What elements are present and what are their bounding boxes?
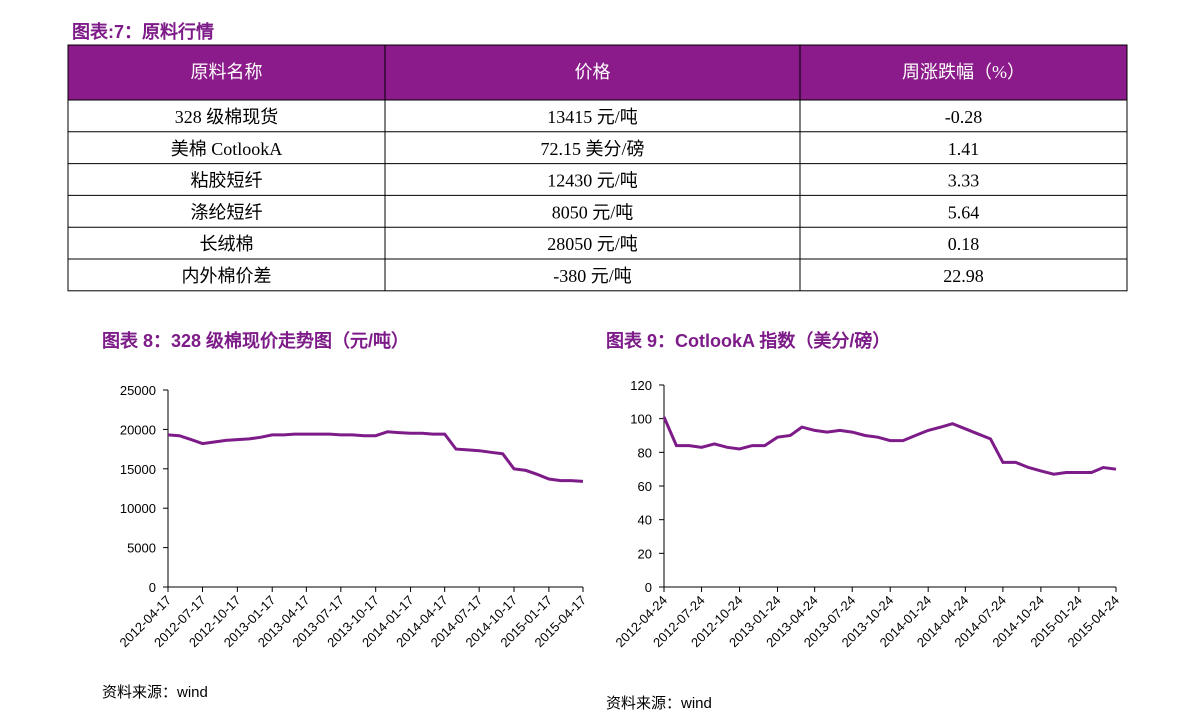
y-tick-label: 0 bbox=[645, 580, 652, 595]
table-cell: 3.33 bbox=[948, 171, 980, 191]
y-tick-label: 120 bbox=[630, 378, 652, 393]
table-cell: 328 级棉现货 bbox=[175, 107, 279, 127]
table-cell: 0.18 bbox=[948, 234, 980, 254]
chart-title: 图表 9：CotlookA 指数（美分/磅） bbox=[606, 330, 890, 351]
y-tick-label: 5000 bbox=[127, 541, 156, 556]
table-cell: 1.41 bbox=[948, 139, 980, 159]
y-tick-label: 0 bbox=[149, 580, 156, 595]
table-cell: 涤纶短纤 bbox=[191, 202, 263, 222]
data-line bbox=[662, 416, 1117, 476]
table-cell: 8050 元/吨 bbox=[552, 202, 634, 222]
y-tick-label: 20000 bbox=[120, 422, 156, 437]
chart-title: 图表 8：328 级棉现价走势图（元/吨） bbox=[102, 330, 409, 351]
y-tick-label: 25000 bbox=[120, 383, 156, 398]
table-cell: 内外棉价差 bbox=[182, 266, 272, 286]
table-cell: 72.15 美分/磅 bbox=[540, 139, 644, 159]
source: 资料来源：wind bbox=[606, 695, 712, 712]
table-border bbox=[67, 44, 1128, 292]
table-cell: 粘胶短纤 bbox=[191, 171, 263, 191]
y-tick-label: 100 bbox=[630, 412, 652, 427]
table-header-cell: 原料名称 bbox=[191, 62, 263, 82]
table-cell: 22.98 bbox=[943, 266, 984, 286]
table-cell: 13415 元/吨 bbox=[547, 107, 638, 127]
source: 资料来源：wind bbox=[102, 684, 208, 701]
table-cell: 12430 元/吨 bbox=[547, 171, 638, 191]
table-title: 图表:7：原料行情 bbox=[72, 21, 214, 42]
table-header-cell: 周涨跌幅（%） bbox=[902, 62, 1025, 82]
table-cell: 28050 元/吨 bbox=[547, 234, 638, 254]
data-line bbox=[167, 430, 584, 483]
table-cell: 美棉 CotlookA bbox=[171, 139, 283, 159]
y-tick-label: 80 bbox=[638, 445, 652, 460]
y-tick-label: 40 bbox=[638, 513, 652, 528]
table-header-bg bbox=[68, 45, 1127, 100]
y-tick-label: 60 bbox=[638, 479, 652, 494]
y-tick-label: 10000 bbox=[120, 501, 156, 516]
table-cell: -380 元/吨 bbox=[553, 266, 632, 286]
table-cell: -0.28 bbox=[945, 107, 983, 127]
table-cell: 长绒棉 bbox=[200, 234, 254, 254]
table-cell: 5.64 bbox=[948, 202, 980, 222]
y-tick-label: 20 bbox=[638, 546, 652, 561]
table-header-cell: 价格 bbox=[575, 62, 611, 82]
y-tick-label: 15000 bbox=[120, 462, 156, 477]
